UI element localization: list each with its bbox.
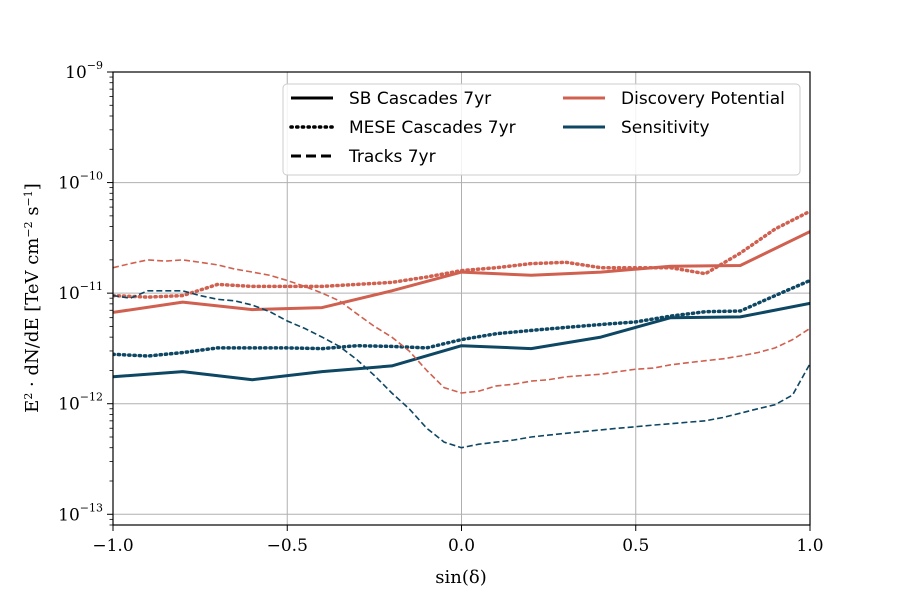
legend-label: Sensitivity (621, 118, 710, 138)
x-tick-label: −1.0 (92, 536, 133, 556)
axis-ticks: −1.0 −0.5 0.0 0.5 1.0 10−13 10−12 10−11 10−10 10−… (58, 59, 823, 556)
x-tick-label: −0.5 (267, 536, 308, 556)
legend-label: SB Cascades 7yr (349, 89, 491, 109)
legend: SB Cascades 7yr MESE Cascades 7yr Tracks 7… (282, 83, 801, 176)
x-tick-label: 1.0 (796, 536, 823, 556)
series-line-discovery-potential-mese-cascades-7yr (113, 209, 810, 299)
y-tick-label: 10−12 (58, 391, 103, 415)
x-axis-label: sin(δ) (435, 567, 486, 588)
legend-label: Tracks 7yr (348, 147, 436, 167)
y-axis-label: E2 · dN/dE [TeV cm−2 s−1] (22, 183, 44, 413)
y-tick-label: 10−13 (58, 501, 103, 525)
series-layer (113, 209, 810, 449)
series-line-sensitivity-sb-cascades-7yr (113, 301, 810, 382)
series-line-sensitivity-tracks-7yr (113, 290, 810, 449)
series-line-sensitivity-mese-cascades-7yr (113, 278, 810, 358)
x-tick-label: 0.5 (622, 536, 649, 556)
legend-label: Discovery Potential (621, 89, 785, 109)
legend-box (282, 83, 801, 176)
y-tick-label: 10−11 (58, 280, 103, 304)
x-tick-label: 0.0 (448, 536, 475, 556)
y-tick-label: 10−10 (58, 170, 103, 194)
legend-label: MESE Cascades 7yr (349, 118, 516, 138)
y-tick-label: 10−9 (65, 59, 103, 83)
series-line-discovery-potential-tracks-7yr (113, 259, 810, 394)
